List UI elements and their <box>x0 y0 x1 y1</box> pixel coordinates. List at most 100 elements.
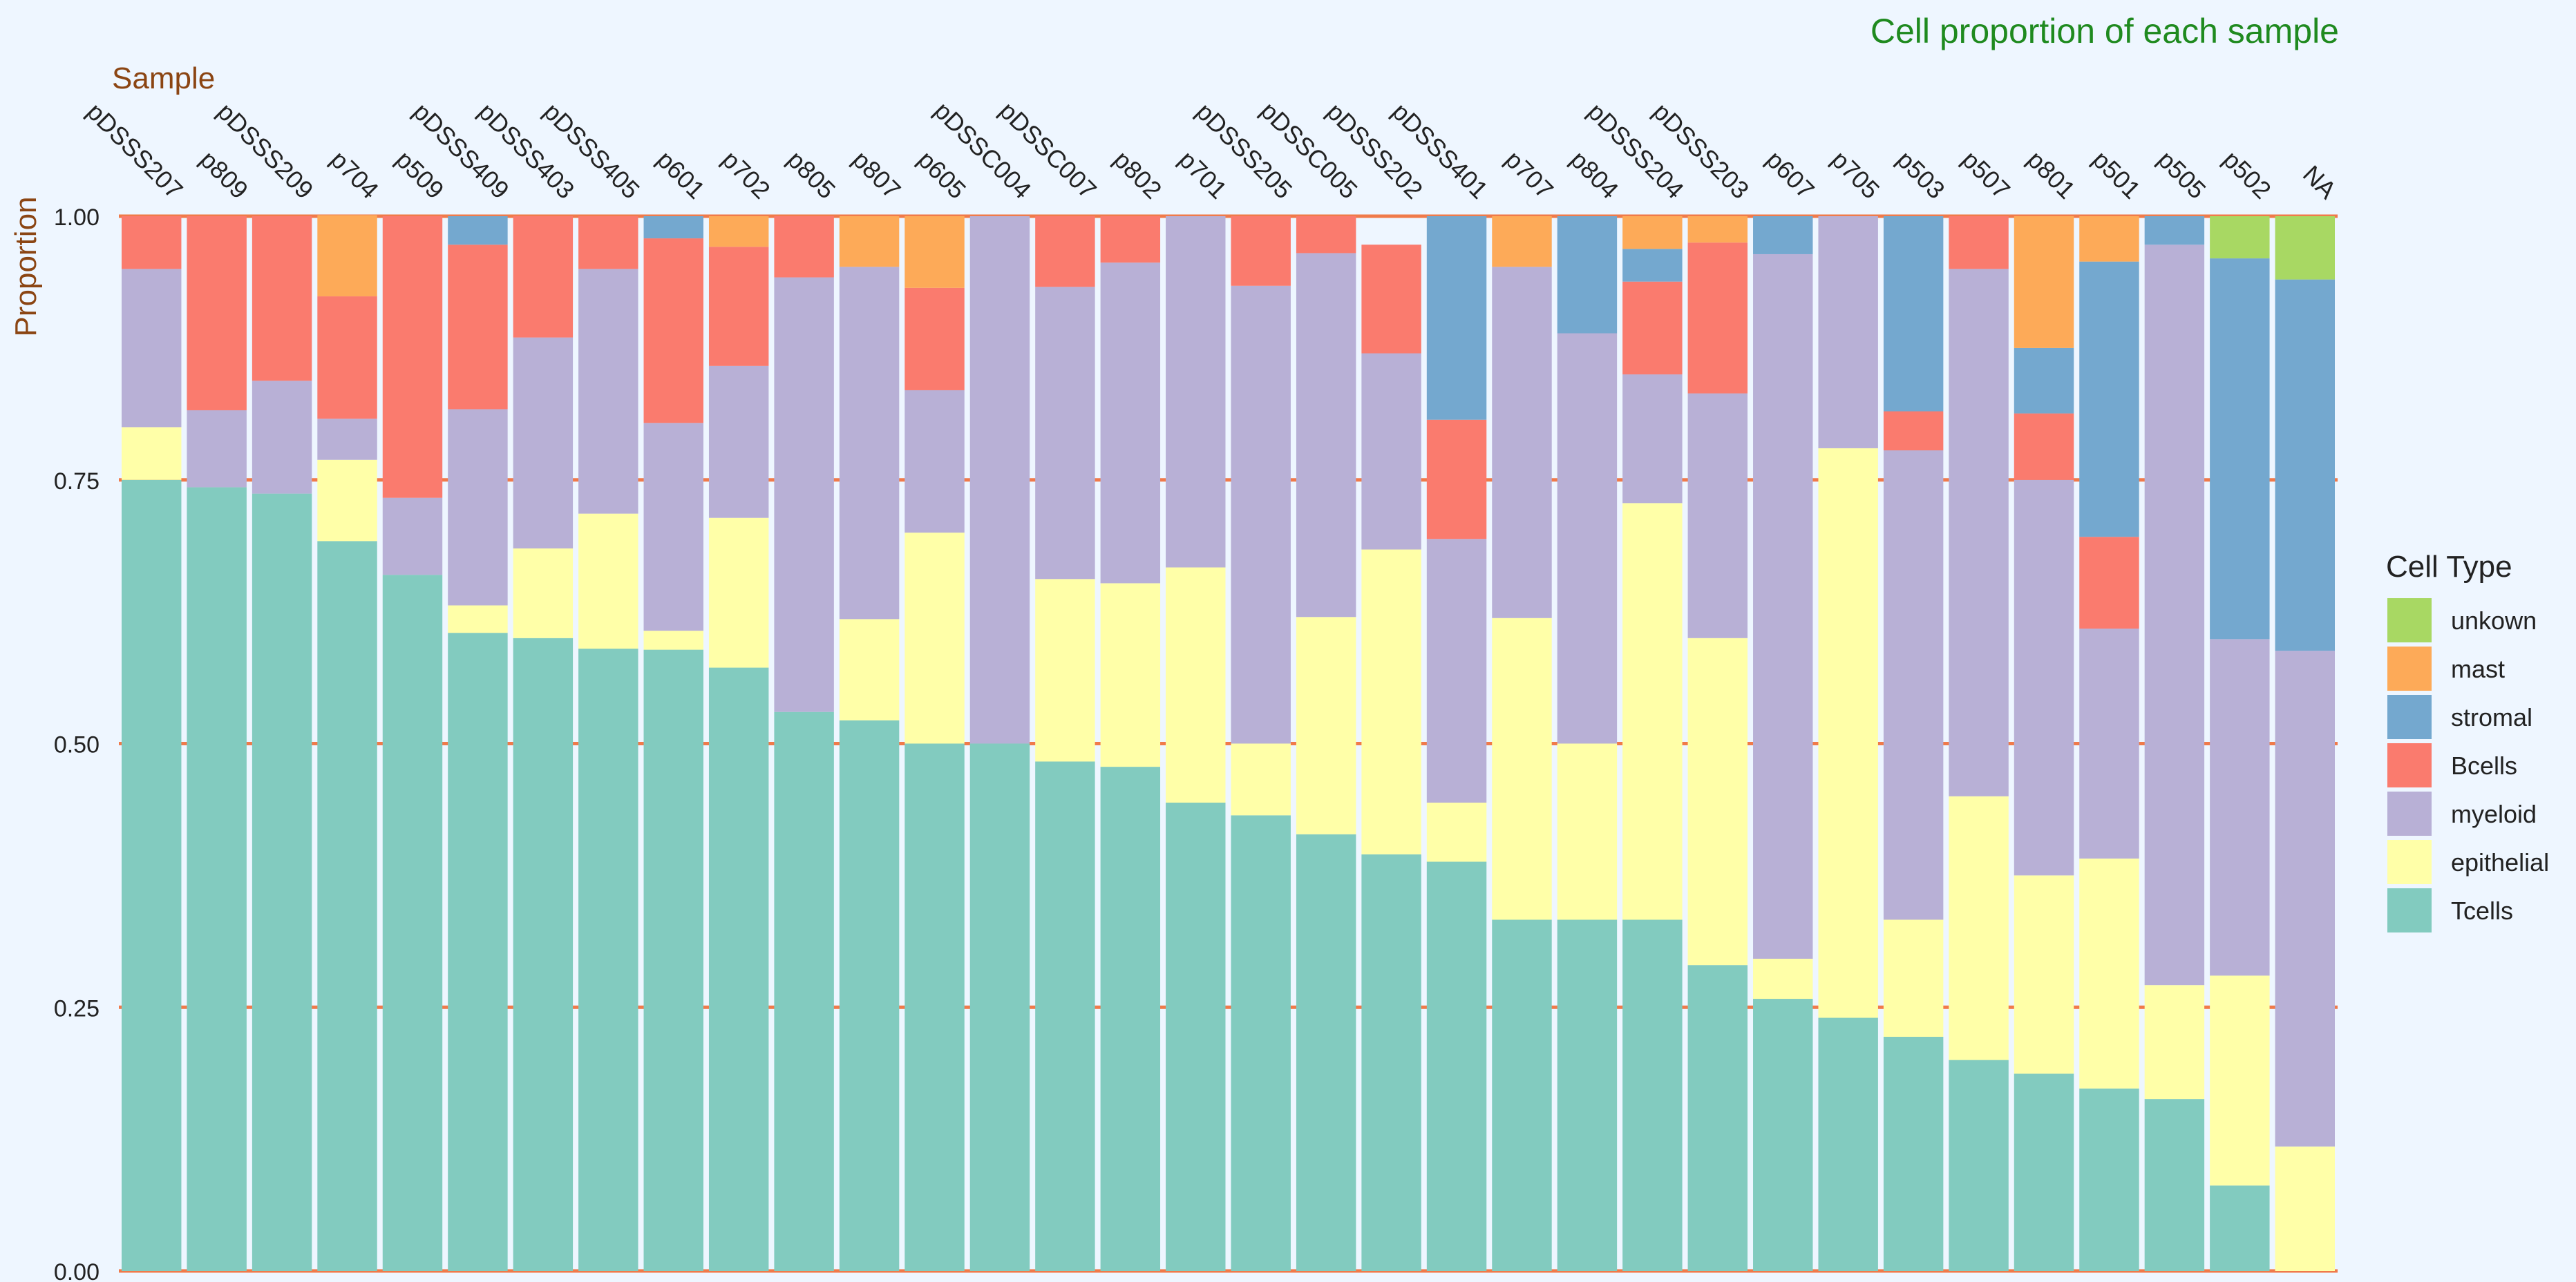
bar-segment-epithelial <box>2275 1146 2335 1271</box>
bar-segment-tcells <box>2079 1088 2139 1271</box>
legend-label: Tcells <box>2451 897 2513 925</box>
bar-segment-stromal <box>1557 216 1618 334</box>
bar-segment-epithelial <box>1426 803 1487 862</box>
bar-segment-tcells <box>905 743 965 1271</box>
bar-segment-tcells <box>1035 761 1095 1271</box>
legend-swatch-stromal <box>2387 695 2432 739</box>
bar-segment-tcells <box>774 711 834 1271</box>
bar-segment-stromal <box>1622 249 1683 282</box>
bar-segment-epithelial <box>1035 579 1095 762</box>
bar-segment-myeloid <box>187 410 247 488</box>
bar-segment-myeloid <box>1100 262 1161 584</box>
bar-segment-mast <box>1492 216 1552 267</box>
bar-segment-bcells <box>1231 216 1291 286</box>
bar-segment-myeloid <box>2144 245 2205 986</box>
bar-segment-epithelial <box>122 427 182 480</box>
bar-segment-mast <box>839 216 900 267</box>
bar-segment-bcells <box>1949 216 2009 269</box>
bar-segment-tcells <box>1100 767 1161 1271</box>
bar-segment-bcells <box>317 296 377 419</box>
bar-segment-tcells <box>578 649 638 1271</box>
bar-segment-myeloid <box>1883 450 1944 920</box>
legend-swatch-epithelial <box>2387 840 2432 884</box>
y-tick-label: 0.25 <box>54 995 100 1022</box>
bar-segment-epithelial <box>578 513 638 649</box>
bar-segment-mast <box>708 216 769 247</box>
bars <box>122 215 2335 1272</box>
x-tick-label: p707 <box>1499 145 1559 204</box>
bar-segment-tcells <box>1361 854 1421 1271</box>
x-tick-label: p505 <box>2152 145 2212 204</box>
x-tick-label: p503 <box>1891 145 1951 204</box>
legend-swatch-mast <box>2387 647 2432 691</box>
legend-swatch-bcells <box>2387 743 2432 787</box>
legend-label: mast <box>2451 655 2505 683</box>
bar-segment-mast <box>1622 216 1683 249</box>
x-tick-label: p809 <box>195 145 254 204</box>
bar-segment-stromal <box>448 216 508 245</box>
bar-segment-epithelial <box>2210 975 2270 1186</box>
bar-segment-myeloid <box>1949 269 2009 796</box>
y-tick-label: 0.00 <box>54 1259 100 1282</box>
bar-segment-bcells <box>708 247 769 366</box>
bar-segment-myeloid <box>1426 539 1487 803</box>
bar-segment-myeloid <box>1818 216 1878 448</box>
bar-segment-bcells <box>448 245 508 410</box>
bar-segment-bcells <box>1296 216 1356 253</box>
bar-segment-tcells <box>1753 999 1813 1271</box>
bar-segment-tcells <box>969 743 1030 1271</box>
bar-segment-tcells <box>1231 815 1291 1271</box>
bar-segment-bcells <box>513 216 574 338</box>
bar-segment-epithelial <box>1361 549 1421 854</box>
bar-segment-tcells <box>708 667 769 1271</box>
bar-segment-tcells <box>1166 803 1226 1271</box>
bar-segment-myeloid <box>1035 287 1095 580</box>
bar-segment-stromal <box>2275 279 2335 651</box>
bar-segment-epithelial <box>643 631 703 650</box>
bar-segment-epithelial <box>1883 919 1944 1037</box>
bar-segment-tcells <box>2144 1099 2205 1271</box>
bar-segment-tcells <box>513 638 574 1271</box>
x-tick-label: p705 <box>1826 145 1886 204</box>
bar-segment-tcells <box>1949 1060 2009 1271</box>
bar-segment-bcells <box>1035 216 1095 287</box>
bar-segment-bcells <box>1622 281 1683 375</box>
x-tick-label: p509 <box>390 145 450 204</box>
bar-segment-tcells <box>187 487 247 1272</box>
bar-segment-tcells <box>1818 1017 1878 1271</box>
bar-segment-myeloid <box>643 423 703 631</box>
bar-segment-myeloid <box>1687 393 1748 638</box>
x-tick-label: p607 <box>1761 145 1820 204</box>
bar-segment-bcells <box>643 238 703 423</box>
x-tick-label: p801 <box>2022 145 2081 204</box>
x-tick-label: p502 <box>2217 145 2277 204</box>
bar-segment-myeloid <box>839 267 900 620</box>
bar-segment-myeloid <box>382 497 443 575</box>
bar-segment-tcells <box>1296 834 1356 1271</box>
legend-label: epithelial <box>2451 848 2549 877</box>
y-tick-label: 0.75 <box>54 468 100 495</box>
bar-segment-tcells <box>1883 1037 1944 1271</box>
bar-segment-bcells <box>1361 245 1421 354</box>
bar-segment-bcells <box>578 216 638 269</box>
bar-segment-bcells <box>774 216 834 278</box>
legend-label: Bcells <box>2451 752 2517 780</box>
bar-segment-myeloid <box>122 269 182 428</box>
legend: Cell Type unkown mast stromal Bcells myeloid… <box>2386 550 2549 932</box>
bar-segment-epithelial <box>2079 858 2139 1089</box>
bar-segment-epithelial <box>1753 959 1813 999</box>
bar-segment-bcells <box>2014 413 2074 480</box>
y-axis-title: Proportion <box>9 196 43 336</box>
legend-swatch-unkown <box>2387 598 2432 642</box>
bar-segment-tcells <box>1557 919 1618 1271</box>
bar-segment-bcells <box>382 216 443 498</box>
bar-segment-myeloid <box>1166 216 1226 568</box>
bar-segment-myeloid <box>1622 374 1683 504</box>
legend-label: myeloid <box>2451 800 2537 828</box>
bar-segment-tcells <box>1622 919 1683 1271</box>
bar-segment-myeloid <box>905 390 965 533</box>
bar-segment-bcells <box>122 216 182 269</box>
